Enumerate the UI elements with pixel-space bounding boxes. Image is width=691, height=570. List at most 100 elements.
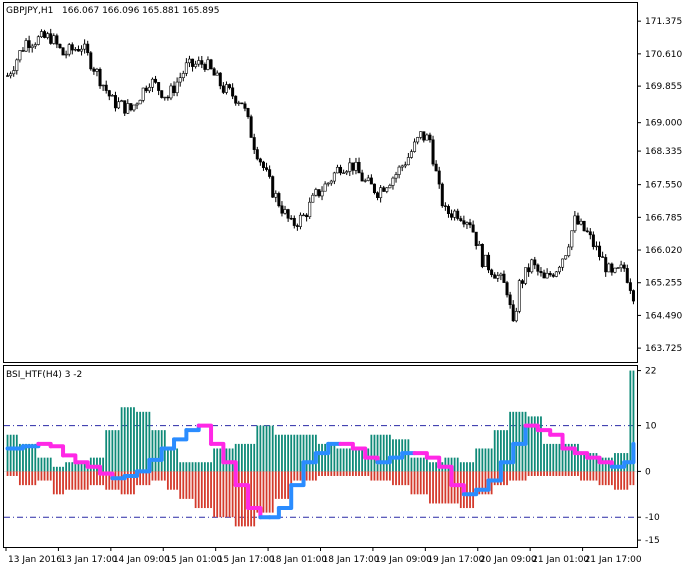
buy-histogram-bar bbox=[385, 434, 388, 472]
candle-body bbox=[604, 257, 608, 273]
candle-body bbox=[514, 310, 518, 322]
buy-histogram-bar bbox=[191, 462, 194, 472]
sell-histogram-bar bbox=[52, 471, 55, 495]
sell-histogram-bar bbox=[527, 471, 530, 476]
candle-body bbox=[332, 172, 336, 182]
candle-body bbox=[18, 50, 22, 61]
buy-histogram-bar bbox=[499, 430, 502, 472]
sell-histogram-bar bbox=[157, 471, 160, 481]
candle-body bbox=[101, 84, 105, 87]
sell-histogram-bar bbox=[139, 471, 142, 486]
candle-body bbox=[98, 68, 102, 87]
buy-histogram-bar bbox=[15, 434, 18, 472]
signal-line-segment bbox=[548, 432, 565, 451]
candle-body bbox=[582, 220, 586, 232]
buy-histogram-bar bbox=[126, 407, 129, 472]
candle-body bbox=[169, 85, 173, 99]
sell-histogram-bar bbox=[194, 471, 197, 509]
candle-body bbox=[218, 72, 222, 87]
candle-body bbox=[459, 218, 463, 221]
candle-body bbox=[39, 31, 43, 38]
buy-histogram-bar bbox=[407, 439, 410, 472]
sell-histogram-bar bbox=[330, 471, 333, 476]
sell-histogram-bar bbox=[620, 471, 623, 490]
candle-body bbox=[289, 217, 293, 220]
sell-histogram-bar bbox=[15, 471, 18, 476]
buy-histogram-bar bbox=[157, 430, 160, 472]
candle-body bbox=[573, 215, 577, 232]
candle-body bbox=[268, 169, 272, 177]
candle-body bbox=[33, 44, 37, 47]
buy-histogram-bar bbox=[345, 448, 348, 472]
buy-histogram-bar bbox=[210, 462, 212, 472]
sell-histogram-bar bbox=[490, 471, 493, 495]
buy-histogram-bar bbox=[203, 462, 206, 472]
price-tick-label: 167.550 bbox=[645, 181, 682, 191]
candle-body bbox=[86, 43, 90, 54]
buy-histogram-bar bbox=[12, 434, 15, 472]
buy-histogram-bar bbox=[484, 448, 487, 472]
buy-histogram-bar bbox=[231, 448, 234, 472]
candle-body bbox=[271, 176, 275, 198]
buy-histogram-bar bbox=[277, 434, 280, 472]
candle-body bbox=[24, 40, 28, 52]
candle-body bbox=[323, 183, 327, 192]
price-axis: 171.375 170.610 169.855 169.000 168.335 167.5… bbox=[637, 17, 682, 354]
sell-histogram-bar bbox=[216, 471, 219, 518]
buy-histogram-bar bbox=[268, 425, 271, 472]
buy-histogram-bar bbox=[228, 448, 231, 472]
candle-body bbox=[554, 271, 558, 277]
buy-histogram-bar bbox=[163, 430, 166, 472]
buy-histogram-bar bbox=[348, 448, 351, 472]
sell-histogram-bar bbox=[484, 471, 487, 495]
candle-body bbox=[379, 187, 383, 198]
candle-body bbox=[120, 100, 124, 103]
candle-body bbox=[505, 282, 509, 296]
candle-body bbox=[598, 245, 602, 258]
candle-body bbox=[564, 255, 568, 260]
buy-histogram-bar bbox=[52, 466, 55, 472]
candle-body bbox=[305, 214, 309, 218]
sell-histogram-bar bbox=[6, 471, 9, 476]
buy-histogram-bar bbox=[339, 448, 342, 472]
candle-body bbox=[166, 96, 170, 99]
candle-body bbox=[265, 167, 269, 170]
buy-histogram-bar bbox=[207, 462, 209, 472]
signal-line-segment bbox=[486, 460, 503, 483]
candle-body bbox=[561, 258, 565, 268]
signal-line-segment bbox=[85, 464, 103, 476]
sell-histogram-bar bbox=[114, 471, 117, 490]
candle-body bbox=[382, 187, 386, 192]
buy-histogram-bar bbox=[620, 453, 623, 472]
sell-histogram-bar bbox=[364, 471, 367, 476]
candle-body bbox=[416, 137, 420, 143]
sell-histogram-bar bbox=[133, 471, 135, 495]
buy-histogram-bar bbox=[429, 462, 431, 472]
sell-histogram-bar bbox=[355, 471, 357, 476]
candle-body bbox=[369, 177, 373, 185]
sell-histogram-bar bbox=[425, 471, 428, 495]
candle-body bbox=[314, 189, 318, 196]
candle-body bbox=[64, 53, 68, 56]
sell-histogram-bar bbox=[197, 471, 200, 509]
sell-histogram-bar bbox=[342, 471, 345, 476]
candle-body bbox=[487, 254, 491, 271]
sell-histogram-bar bbox=[136, 471, 138, 486]
sell-histogram-bar bbox=[105, 471, 108, 490]
candle-body bbox=[194, 63, 198, 67]
time-tick-label: 15 Jan 01:00 bbox=[165, 555, 222, 565]
buy-histogram-bar bbox=[444, 457, 447, 472]
sell-histogram-bar bbox=[438, 471, 441, 504]
buy-histogram-bar bbox=[148, 411, 151, 472]
sell-histogram-bar bbox=[142, 471, 145, 486]
time-tick-label: 19 Jan 17:00 bbox=[427, 555, 484, 565]
sell-histogram-bar bbox=[281, 471, 283, 499]
indicator-tick-label: 0 bbox=[645, 467, 651, 477]
sell-histogram-bar bbox=[259, 471, 262, 513]
buy-histogram-bar bbox=[527, 416, 530, 472]
candle-body bbox=[351, 162, 355, 171]
buy-histogram-bar bbox=[120, 407, 123, 472]
candle-body bbox=[431, 139, 435, 165]
sell-histogram-bar bbox=[321, 471, 323, 476]
